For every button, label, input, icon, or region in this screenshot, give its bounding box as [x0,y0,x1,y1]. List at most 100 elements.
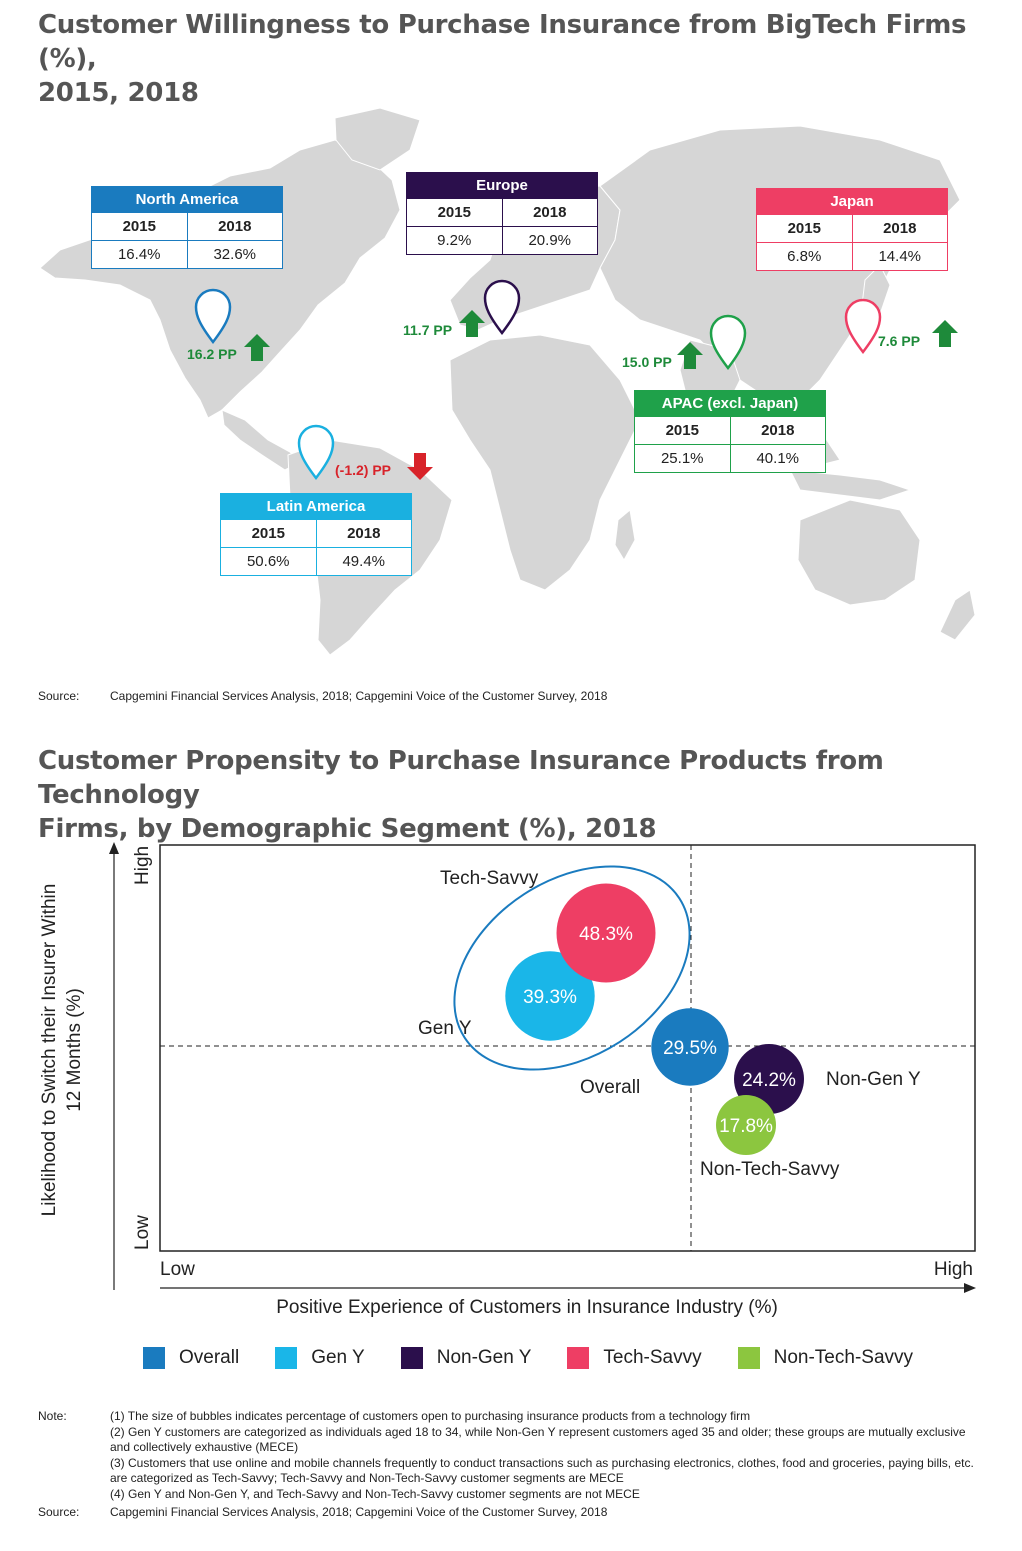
legend-label: Gen Y [311,1347,365,1368]
source-text: Capgemini Financial Services Analysis, 2… [110,689,608,703]
map-title-line2: 2015, 2018 [38,78,199,108]
source-label: Source: [38,689,80,703]
year-label: 2018 [533,204,567,221]
region-name: North America [92,187,282,213]
map-title-line1: Customer Willingness to Purchase Insuran… [38,10,967,74]
legend-item-non-gen-y: Non-Gen Y [400,1347,532,1369]
legend-item-gen-y: Gen Y [275,1347,365,1369]
legend-swatch [400,1347,423,1369]
notes-label: Note: [38,1409,67,1423]
year-label: 2018 [883,220,917,237]
notes-source-label: Source: [38,1505,80,1519]
value-2015: 16.4% [92,241,188,268]
bubble-overall [651,1008,729,1086]
change-apac: 15.0 PP [622,354,672,370]
legend-swatch [275,1347,298,1369]
segment-label-non-gen-y: Non-Gen Y [826,1069,921,1090]
region-name: APAC (excl. Japan) [635,391,825,417]
bubble-label-non-tech-savvy: 17.8% [719,1116,773,1137]
map-africa [449,334,641,591]
pin-europe-icon [483,279,521,336]
chart-title-line2: Firms, by Demographic Segment (%), 2018 [38,814,657,844]
value-2018: 40.1% [756,450,800,467]
segment-label-overall: Overall [580,1077,640,1098]
bubble-label-tech-savvy: 48.3% [579,924,633,945]
value-2015: 50.6% [221,548,317,575]
y-axis-title-line2: 12 Months (%) [64,988,85,1112]
table-apac: APAC (excl. Japan) 2015 2018 25.1% 40.1% [634,390,826,473]
legend-item-overall: Overall [143,1347,239,1369]
chart-legend: Overall Gen Y Non-Gen Y Tech-Savvy Non-T… [143,1347,949,1369]
arrow-up-europe-icon [459,310,485,337]
value-2015: 9.2% [407,227,503,254]
year-label: 2018 [761,422,795,439]
tech-savvy-group-ellipse [453,865,691,1071]
map-madagascar [614,509,636,562]
value-2018: 14.4% [878,248,922,265]
change-japan: 7.6 PP [878,333,921,349]
value-2018: 32.6% [213,246,257,263]
map-greenland [334,107,421,171]
arrow-down-latin-america-icon [407,453,433,480]
legend-label: Overall [179,1347,240,1368]
bubble-label-overall: 29.5% [663,1038,717,1059]
legend-item-tech-savvy: Tech-Savvy [567,1347,702,1369]
note-1: (1) The size of bubbles indicates percen… [110,1409,751,1423]
chart-title-line1: Customer Propensity to Purchase Insuranc… [38,746,884,810]
change-north-america: 16.2 PP [187,346,237,362]
map-title: Customer Willingness to Purchase Insuran… [38,8,1022,110]
x-axis-arrow-icon [964,1283,976,1293]
y-low-label: Low [132,1215,153,1250]
bubble-gen-y [505,951,595,1041]
value-2015: 6.8% [757,243,853,270]
year-label: 2015 [757,215,853,242]
arrow-up-japan-icon [932,320,958,347]
pin-japan-icon [844,298,882,355]
legend-swatch [737,1347,760,1369]
legend-label: Tech-Savvy [603,1347,702,1368]
year-label: 2018 [218,218,252,235]
notes-source-text: Capgemini Financial Services Analysis, 2… [110,1505,608,1519]
bubble-label-non-gen-y: 24.2% [742,1070,796,1091]
year-label: 2018 [347,525,381,542]
value-2018: 20.9% [528,232,572,249]
pin-north-america-icon [194,288,232,345]
bubble-tech-savvy [556,883,656,983]
legend-swatch [143,1347,165,1369]
x-high-label: High [934,1259,973,1280]
region-name: Europe [407,173,597,199]
notes-block: Note: (1) The size of bubbles indicates … [38,1409,988,1520]
change-europe: 11.7 PP [403,322,453,338]
x-axis-title: Positive Experience of Customers in Insu… [276,1297,778,1318]
x-low-label: Low [160,1259,195,1280]
change-latin-america: (-1.2) PP [335,462,392,478]
legend-label: Non-Tech-Savvy [773,1347,914,1368]
y-high-label: High [132,846,153,885]
map-new-zealand [939,589,976,641]
arrow-up-north-america-icon [244,334,270,361]
map-source: Source: Capgemini Financial Services Anal… [38,689,607,703]
map-indonesia [789,469,912,501]
bubble-label-gen-y: 39.3% [523,987,577,1008]
table-europe: Europe 2015 2018 9.2% 20.9% [406,172,598,255]
annotation-tech-savvy: Tech-Savvy [440,868,539,889]
note-3: (3) Customers that use online and mobile… [110,1456,974,1485]
table-japan: Japan 2015 2018 6.8% 14.4% [756,188,948,271]
note-2: (2) Gen Y customers are categorized as i… [110,1425,966,1454]
y-axis-title-line1: Likelihood to Switch their Insurer Withi… [39,884,60,1217]
pin-apac-icon [709,314,747,371]
arrow-up-apac-icon [677,342,703,369]
chart-title: Customer Propensity to Purchase Insuranc… [38,744,1022,846]
y-axis-arrow-icon [109,842,119,854]
table-latin-america: Latin America 2015 2018 50.6% 49.4% [220,493,412,576]
year-label: 2015 [221,520,317,547]
map-australia [797,499,921,606]
value-2018: 49.4% [342,553,386,570]
region-name: Japan [757,189,947,215]
year-label: 2015 [635,417,731,444]
legend-label: Non-Gen Y [436,1347,532,1368]
legend-swatch [567,1347,590,1369]
note-4: (4) Gen Y and Non-Gen Y, and Tech-Savvy … [110,1487,640,1501]
value-2015: 25.1% [635,445,731,472]
